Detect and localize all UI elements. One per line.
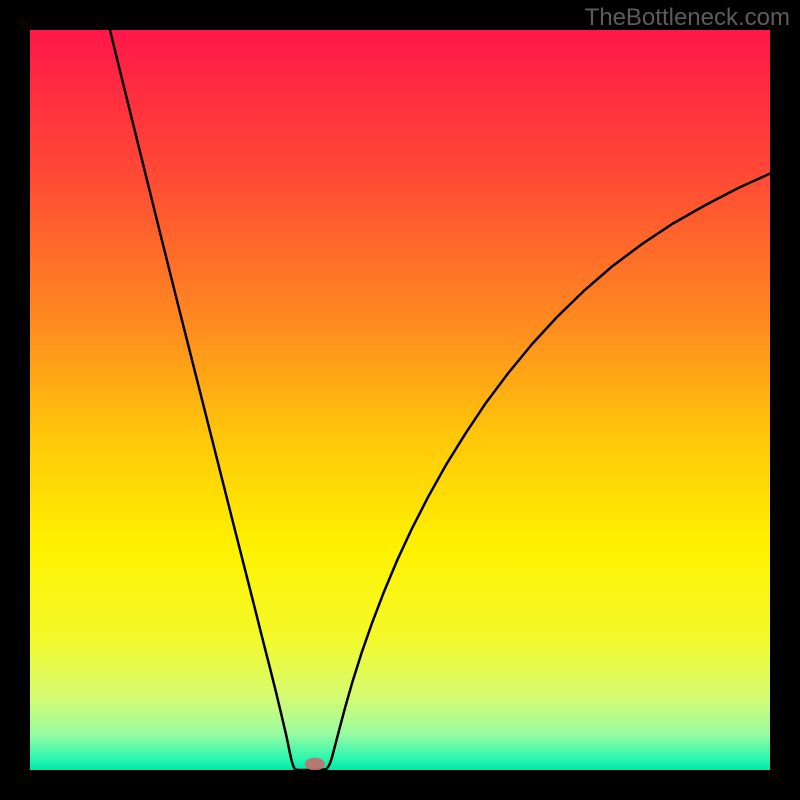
chart-frame: TheBottleneck.com <box>0 0 800 800</box>
plot-background <box>30 30 770 770</box>
bottleneck-chart <box>0 0 800 800</box>
minimum-marker <box>305 758 325 771</box>
watermark-text: TheBottleneck.com <box>585 4 790 32</box>
